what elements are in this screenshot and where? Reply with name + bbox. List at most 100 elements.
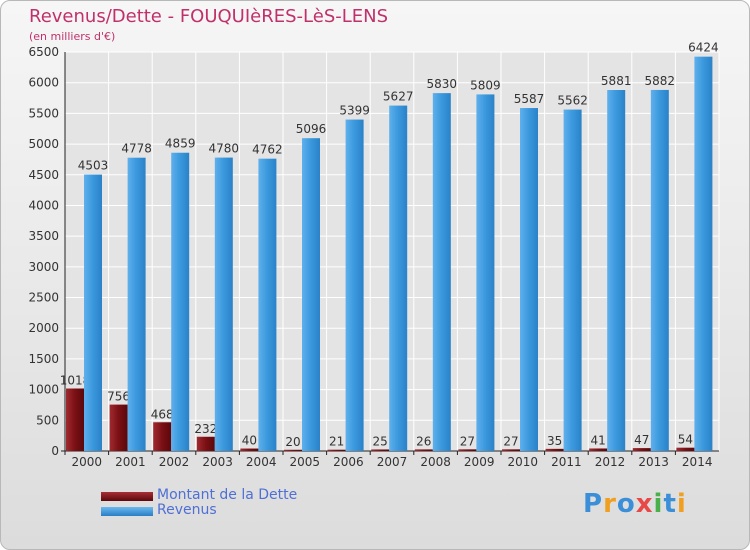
data-label-dette: 27 [503,434,518,448]
data-label-dette: 25 [373,434,388,448]
bar-dette [545,448,564,451]
y-tick-label: 0 [51,444,59,458]
y-tick-label: 5000 [28,137,59,151]
logo-letter: i [653,489,664,519]
x-tick-label: 2005 [290,455,321,469]
bar-revenus [302,138,320,451]
data-label-revenus: 5096 [296,122,327,136]
x-tick-label: 2003 [202,455,233,469]
data-label-dette: 47 [634,433,649,447]
bar-revenus [650,89,669,451]
y-tick-label: 3500 [28,229,59,243]
bar-dette [589,448,608,451]
x-tick-label: 2000 [72,455,103,469]
bar-revenus [171,152,190,451]
legend-label-dette: Montant de la Dette [157,487,298,503]
chart-title: Revenus/Dette - FOUQUIèRES-LèS-LENS [29,6,389,27]
y-tick-label: 4500 [28,168,59,182]
data-label-revenus: 4762 [252,143,283,157]
bar-revenus [84,174,102,451]
logo-letter: r [603,489,617,519]
data-label-revenus: 5587 [514,92,545,106]
x-tick-label: 2004 [246,455,277,469]
data-label-dette: 756 [107,390,130,404]
x-tick-label: 2012 [595,455,626,469]
data-label-revenus: 5627 [383,90,414,104]
chart-subtitle: (en milliers d'€) [29,30,116,43]
legend-label-revenus: Revenus [157,502,217,518]
x-tick-label: 2014 [682,455,713,469]
y-tick-label: 6000 [28,76,59,90]
bar-dette [414,449,433,451]
y-tick-label: 1500 [28,352,59,366]
x-tick-label: 2007 [377,455,408,469]
data-label-dette: 26 [416,434,431,448]
logo-letter: o [616,489,636,519]
logo-letter: x [635,489,654,519]
x-tick-label: 2001 [115,455,146,469]
data-label-revenus: 4778 [121,142,152,156]
y-tick-label: 5500 [28,106,59,120]
logo-letter: i [676,489,687,519]
data-label-dette: 27 [460,434,475,448]
x-tick-label: 2002 [159,455,190,469]
data-label-revenus: 4859 [165,137,196,151]
data-label-dette: 20 [285,435,300,449]
data-label-dette: 35 [547,434,562,448]
bar-revenus [476,94,495,451]
bar-revenus [694,56,713,452]
bar-revenus [258,158,277,451]
y-tick-label: 4000 [28,198,59,212]
x-tick-label: 2009 [464,455,495,469]
y-tick-label: 500 [36,413,59,427]
data-label-revenus: 5881 [601,74,632,88]
x-tick-label: 2008 [420,455,451,469]
x-tick-label: 2011 [551,455,582,469]
bar-dette [196,436,215,451]
data-label-revenus: 6424 [688,41,719,55]
data-label-dette: 41 [591,433,606,447]
bar-dette [676,447,695,451]
x-tick-label: 2006 [333,455,364,469]
bar-dette [284,449,302,451]
bar-dette [371,449,390,451]
bar-revenus [563,109,582,451]
legend-swatch-dette [101,492,153,501]
bar-revenus [127,157,146,451]
bar-revenus [389,105,408,451]
bar-revenus [432,93,451,452]
bar-revenus [520,108,538,451]
legend-swatch-revenus [101,507,153,516]
x-tick-label: 2013 [638,455,669,469]
y-tick-label: 1000 [28,383,59,397]
bar-dette [109,404,128,451]
y-tick-label: 2000 [28,321,59,335]
data-label-dette: 232 [194,422,217,436]
logo-letter: t [663,489,677,519]
logo-letter: P [583,489,604,519]
data-label-revenus: 4503 [78,159,109,173]
bar-revenus [214,157,233,451]
data-label-revenus: 5809 [470,78,501,92]
data-label-revenus: 4780 [209,142,240,156]
bar-dette [632,448,651,451]
bar-revenus [607,89,626,452]
data-label-dette: 468 [151,407,174,421]
data-label-dette: 21 [329,435,344,449]
y-tick-label: 2500 [28,291,59,305]
bar-dette [66,388,84,451]
data-label-revenus: 5882 [645,74,676,88]
data-label-revenus: 5830 [427,77,458,91]
y-tick-label: 6500 [28,45,59,59]
y-tick-label: 3000 [28,260,59,274]
data-label-revenus: 5399 [339,104,370,118]
proxiti-logo: Proxiti [583,489,687,519]
data-label-dette: 1018 [60,374,91,388]
data-label-dette: 40 [242,434,257,448]
bar-dette [240,448,259,451]
bar-dette [153,422,172,451]
data-label-dette: 54 [678,433,693,447]
bar-dette [458,449,477,451]
